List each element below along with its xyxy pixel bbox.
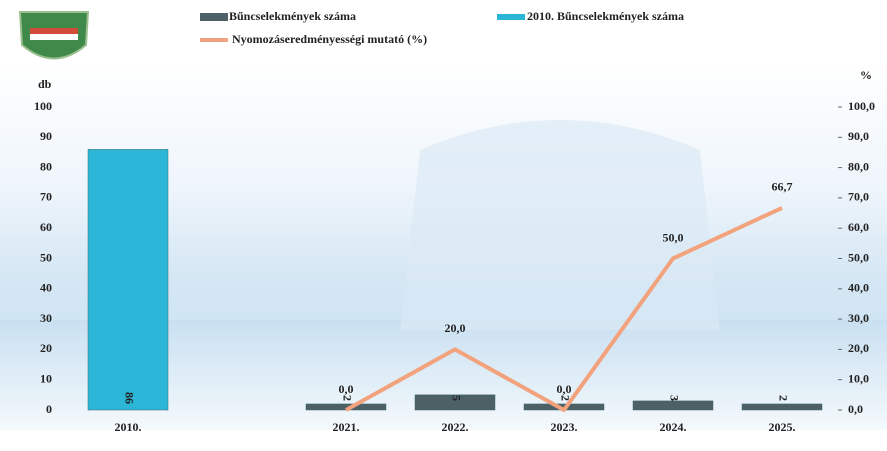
line-value-label: 66,7 [772,180,793,194]
line-value-label: 0,0 [339,382,354,396]
bar [633,401,713,410]
y2-tick-label: 0,0 [848,402,863,416]
y-tick-label: 0 [46,402,52,416]
y-tick-label: 30 [40,311,52,325]
y2-tick-label: 90,0 [848,129,869,143]
y2-tick-label: 30,0 [848,311,869,325]
y2-tick-label: 20,0 [848,341,869,355]
line-value-label: 50,0 [663,230,684,244]
line-value-label: 20,0 [445,321,466,335]
y2-tick-label: 100,0 [848,99,875,113]
bar-value-label: 3 [667,395,681,401]
x-tick-label: 2023. [551,420,578,434]
y2-axis-label: % [860,68,872,82]
x-tick-label: 2010. [115,420,142,434]
bar-value-label: 2 [776,395,790,401]
bar [88,149,168,410]
x-tick-label: 2021. [333,420,360,434]
legend-label: Nyomozáseredményességi mutató (%) [232,32,427,46]
legend-label: Bűncselekmények száma [229,9,356,23]
y-tick-label: 100 [34,99,52,113]
y-tick-label: 60 [40,220,52,234]
y2-tick-label: 10,0 [848,371,869,385]
y2-tick-label: 80,0 [848,159,869,173]
y-tick-label: 40 [40,281,52,295]
chart: Bűncselekmények száma 2010. Bűncselekmén… [0,0,887,451]
y-tick-label: 50 [40,250,52,264]
y-tick-label: 10 [40,371,52,385]
y2-tick-label: 70,0 [848,190,869,204]
logo [20,12,88,59]
bar-value-label: 86 [122,392,136,404]
y2-tick-label: 40,0 [848,281,869,295]
x-tick-label: 2025. [769,420,796,434]
y2-tick-label: 50,0 [848,250,869,264]
y2-tick-label: 60,0 [848,220,869,234]
bar-value-label: 5 [449,395,463,401]
legend-swatch [200,13,228,21]
y-tick-label: 20 [40,341,52,355]
legend-swatch [497,14,525,20]
y-tick-label: 70 [40,190,52,204]
x-tick-label: 2024. [660,420,687,434]
line-value-label: 0,0 [557,382,572,396]
y-axis-label: db [38,77,52,91]
y-tick-label: 90 [40,129,52,143]
legend-label: 2010. Bűncselekmények száma [527,9,684,23]
y-tick-label: 80 [40,159,52,173]
bar [742,404,822,410]
x-tick-label: 2022. [442,420,469,434]
bar-value-label: 2 [340,395,354,401]
